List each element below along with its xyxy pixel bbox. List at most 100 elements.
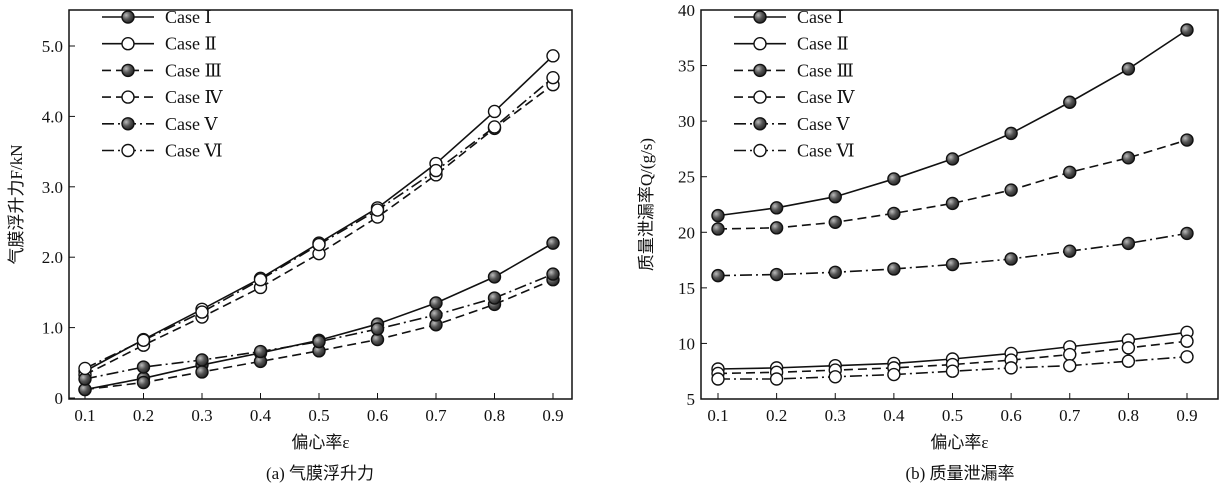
data-point	[136, 360, 151, 374]
legend-label: Case Ⅰ	[165, 7, 212, 27]
data-point	[711, 222, 725, 236]
legend-item: Case Ⅰ	[734, 7, 844, 27]
series-line	[84, 273, 554, 380]
y-tick-label: 30	[678, 112, 695, 131]
legend-label: Case Ⅴ	[165, 114, 218, 134]
data-point	[253, 344, 268, 359]
legend-label: Case Ⅰ	[797, 7, 844, 27]
legend-marker	[753, 143, 767, 158]
legend-marker	[753, 63, 767, 78]
data-point	[828, 215, 842, 229]
legend-marker	[121, 143, 135, 158]
data-point	[195, 305, 209, 319]
series-5	[78, 267, 560, 386]
series-6	[78, 70, 560, 376]
x-tick-label: 0.2	[766, 406, 787, 425]
data-point	[312, 334, 326, 349]
data-point	[711, 268, 725, 283]
y-axis-label: 质量泄漏率Q/(g/s)	[637, 138, 656, 271]
x-axis-label: 偏心率ε	[930, 433, 988, 452]
x-tick-label: 0.3	[825, 406, 846, 425]
x-tick-label: 0.5	[942, 406, 963, 425]
data-point	[1180, 23, 1194, 37]
x-tick-label: 0.9	[1176, 406, 1197, 425]
y-tick-label: 5	[687, 390, 696, 409]
y-tick-label: 5.0	[42, 37, 63, 56]
series-line	[717, 139, 1188, 230]
legend-item: Case Ⅳ	[734, 87, 855, 107]
series-5	[711, 226, 1194, 283]
y-tick-label: 3.0	[42, 178, 63, 197]
y-axis-label: 气膜浮升力F/kN	[7, 145, 26, 265]
chart-panel-b: 0.1 0.2 0.3 0.4 0.5 0.6 0.7 0.8 0.9 5 10 15 20 25 30 35…	[637, 1, 1219, 483]
x-tick-label: 0.4	[883, 406, 905, 425]
series-line	[84, 278, 554, 391]
data-point	[136, 333, 151, 347]
legend-item: Case Ⅳ	[102, 87, 223, 107]
data-point	[887, 206, 901, 221]
x-tick-label: 0.5	[308, 406, 329, 425]
data-point	[1121, 151, 1136, 165]
data-point	[769, 221, 784, 235]
chart-caption: (b) 质量泄漏率	[905, 464, 1014, 483]
data-point	[711, 208, 725, 223]
legend-label: Case Ⅲ	[797, 60, 854, 80]
y-tick-label: 0	[55, 389, 64, 408]
legend-item: Case Ⅴ	[102, 114, 218, 134]
data-point	[1180, 226, 1194, 241]
series-3	[711, 133, 1194, 236]
x-tick-label: 0.7	[425, 406, 447, 425]
series-6	[711, 350, 1194, 386]
data-point	[769, 267, 784, 282]
legend-label: Case Ⅵ	[797, 141, 855, 161]
data-point	[1063, 358, 1077, 373]
data-point	[546, 236, 560, 250]
data-point	[487, 104, 502, 119]
x-tick-label: 0.1	[74, 406, 95, 425]
y-tick-label: 40	[678, 1, 695, 20]
data-point	[769, 372, 784, 386]
data-point	[487, 120, 502, 134]
x-tick-label: 0.9	[542, 406, 563, 425]
x-axis-label: 偏心率ε	[291, 433, 349, 452]
data-point	[1180, 350, 1194, 364]
x-tick-label: 0.8	[484, 406, 505, 425]
legend-label: Case Ⅱ	[165, 34, 217, 54]
legend-item: Case Ⅲ	[102, 60, 222, 80]
data-point	[136, 375, 151, 390]
data-point	[1004, 361, 1018, 375]
data-point	[429, 296, 443, 310]
series-line	[84, 242, 554, 391]
legend-item: Case Ⅴ	[734, 114, 850, 134]
data-point	[1063, 165, 1077, 179]
data-point	[546, 70, 560, 85]
data-point	[828, 190, 842, 204]
chart-caption: (a) 气膜浮升力	[266, 464, 374, 483]
data-point	[1180, 334, 1194, 348]
data-point	[370, 203, 385, 217]
data-point	[1004, 252, 1018, 266]
data-point	[711, 372, 725, 386]
x-tick-label: 0.1	[707, 406, 728, 425]
legend-marker	[753, 90, 767, 104]
legend-marker	[753, 10, 767, 24]
data-point	[887, 367, 901, 382]
series-2	[78, 49, 560, 378]
legend-item: Case Ⅲ	[734, 60, 854, 80]
legend-label: Case Ⅴ	[797, 114, 850, 134]
x-tick-label: 0.8	[1118, 406, 1139, 425]
y-tick-label: 35	[678, 57, 695, 76]
data-point	[945, 196, 960, 211]
series-1	[78, 236, 560, 397]
legend-item: Case Ⅱ	[734, 34, 849, 54]
legend-label: Case Ⅳ	[165, 87, 223, 107]
y-tick-label: 2.0	[42, 248, 63, 267]
legend-item: Case Ⅰ	[102, 7, 212, 27]
data-point	[546, 49, 560, 63]
data-point	[487, 291, 502, 305]
series-line	[84, 84, 554, 376]
y-tick-label: 10	[678, 334, 695, 353]
series-line	[84, 55, 554, 372]
data-point	[487, 270, 502, 284]
data-point	[195, 353, 209, 367]
